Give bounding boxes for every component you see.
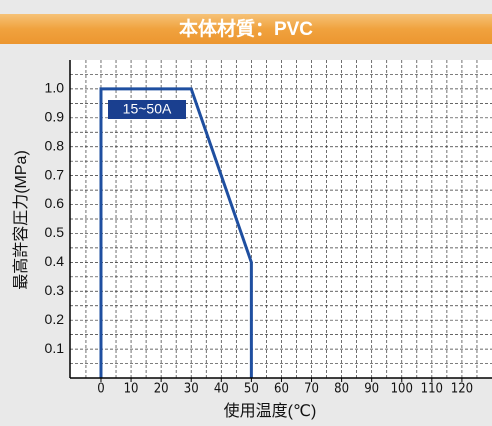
x-tick-label: 20	[154, 382, 169, 397]
x-tick-label: 0	[97, 382, 104, 397]
x-tick-label: 80	[334, 382, 349, 397]
x-tick-label: 70	[304, 382, 319, 397]
header-bar	[0, 14, 492, 44]
y-tick-label: 0.6	[45, 195, 65, 211]
y-tick-label: 0.4	[45, 253, 65, 269]
y-tick-label: 0.7	[45, 166, 65, 182]
x-tick-label: 10	[124, 382, 139, 397]
legend-box	[108, 100, 186, 119]
x-tick-label: 110	[421, 382, 443, 397]
series-line	[99, 87, 253, 378]
x-tick-label: 50	[244, 382, 259, 397]
x-tick-label: 120	[451, 382, 473, 397]
x-tick-label: 90	[364, 382, 379, 397]
header-title: 本体材質：PVC	[179, 17, 313, 40]
y-axis-label: 最高許容圧力(MPa)	[12, 150, 30, 290]
x-axis-label: 使用温度(℃)	[224, 402, 317, 420]
x-tick-label: 60	[274, 382, 289, 397]
y-tick-label: 0.3	[45, 282, 65, 298]
annotation: 15~50A	[123, 101, 172, 117]
y-tick-label: 0.5	[45, 224, 65, 240]
y-tick-label: 1.0	[45, 80, 65, 96]
y-tick-label: 0.8	[45, 137, 65, 153]
y-tick-label: 0.9	[45, 109, 65, 125]
x-tick-label: 100	[391, 382, 413, 397]
x-tick-label: 30	[184, 382, 199, 397]
y-tick-label: 0.2	[45, 311, 65, 327]
y-tick-label: 0.1	[45, 340, 65, 356]
x-tick-label: 40	[214, 382, 229, 397]
